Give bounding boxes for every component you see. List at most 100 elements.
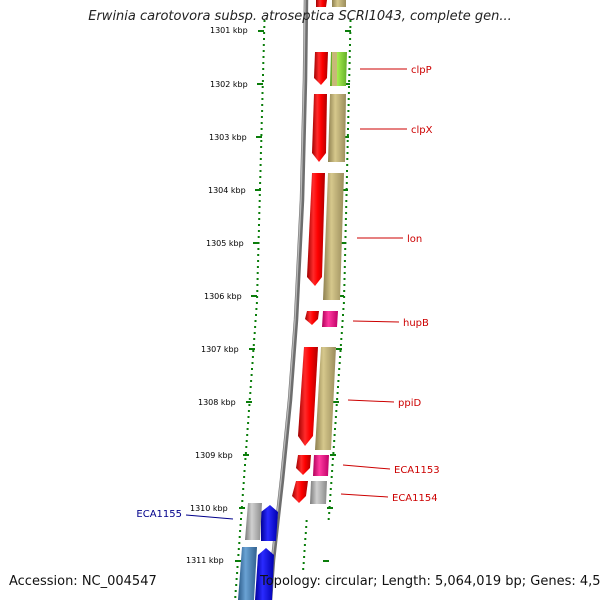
track-dot xyxy=(252,350,255,352)
track-dot xyxy=(259,158,262,160)
track-dot xyxy=(251,356,254,358)
track-dot xyxy=(260,146,263,148)
track-dot xyxy=(342,302,345,304)
ruler-tick-right xyxy=(333,401,339,403)
track-dot xyxy=(237,554,240,556)
track-dot xyxy=(262,44,265,46)
leader-line xyxy=(347,399,395,403)
track-dot xyxy=(332,452,335,454)
gene-arrow-ppiD[interactable] xyxy=(298,347,318,446)
track-dot xyxy=(260,140,263,142)
track-dot xyxy=(348,56,351,58)
track-dot xyxy=(348,50,351,52)
track-dot xyxy=(345,194,348,196)
track-dot xyxy=(349,44,351,46)
gene-arrow-clpP[interactable] xyxy=(314,52,328,85)
track-dot xyxy=(339,344,342,346)
track-dot xyxy=(257,260,260,262)
track-dot xyxy=(343,260,346,262)
gene-arrow[interactable] xyxy=(316,0,327,7)
track-dot xyxy=(261,86,264,88)
gene-arrow-clpX[interactable] xyxy=(312,94,327,162)
gene-label-ECA1155[interactable]: ECA1155 xyxy=(136,509,182,520)
ruler-tick-left xyxy=(258,30,264,32)
gene-label-ECA1153[interactable]: ECA1153 xyxy=(394,465,440,476)
map-title: Erwinia carotovora subsp. atroseptica SC… xyxy=(88,9,512,24)
track-dot xyxy=(262,62,265,64)
track-dot xyxy=(344,236,347,238)
cog-block-ECA1155[interactable] xyxy=(245,503,262,540)
track-dot xyxy=(257,236,260,238)
track-dot xyxy=(250,380,253,382)
gene-label-ppiD[interactable]: ppiD xyxy=(398,398,421,409)
track-dot xyxy=(334,416,337,418)
ruler-label: 1310 kbp xyxy=(190,504,228,513)
cog-block-ppiD[interactable] xyxy=(315,347,336,450)
track-dot xyxy=(258,206,261,208)
gene-arrow[interactable] xyxy=(255,548,274,600)
track-dot xyxy=(334,428,336,430)
track-dot xyxy=(329,500,331,502)
gene-label-clpP[interactable]: clpP xyxy=(411,65,432,76)
ruler-ticks xyxy=(235,30,351,562)
cog-block-lon[interactable] xyxy=(323,173,344,300)
track-dot xyxy=(260,134,263,136)
track-dot xyxy=(260,128,263,130)
leader-line xyxy=(340,493,389,498)
track-dot xyxy=(336,398,339,400)
track-dot xyxy=(243,476,246,478)
track-dot xyxy=(259,170,262,172)
cog-block[interactable] xyxy=(238,547,257,600)
ruler-tick-right xyxy=(343,136,349,138)
gene-arrow-ECA1153[interactable] xyxy=(296,455,311,475)
track-dot xyxy=(242,482,245,484)
ruler-tick-left xyxy=(243,454,249,456)
track-dot xyxy=(259,182,262,184)
cog-block[interactable] xyxy=(332,0,346,7)
gene-arrow-lon[interactable] xyxy=(307,173,325,286)
track-dot xyxy=(254,326,257,328)
gene-arrow-ECA1155[interactable] xyxy=(261,505,278,541)
ruler-label: 1302 kbp xyxy=(210,80,248,89)
track-dot xyxy=(328,512,331,514)
track-dot xyxy=(346,134,349,136)
track-dot xyxy=(256,290,259,292)
track-dot xyxy=(254,320,257,322)
track-dot xyxy=(256,278,259,280)
ruler-label: 1307 kbp xyxy=(201,345,239,354)
track-dot xyxy=(344,254,347,256)
track-dot xyxy=(340,332,343,334)
cog-block-clpX[interactable] xyxy=(328,94,346,162)
track-dot xyxy=(346,164,349,166)
track-dot xyxy=(237,548,240,550)
gene-arrow-hupB[interactable] xyxy=(305,311,319,325)
track-dot xyxy=(247,416,250,418)
cog-block-clpP-accent xyxy=(332,52,337,86)
gene-label-clpX[interactable]: clpX xyxy=(411,125,433,136)
cog-block-hupB[interactable] xyxy=(322,311,338,327)
cog-block-ECA1154[interactable] xyxy=(310,481,327,504)
track-dot xyxy=(348,86,350,88)
track-dot xyxy=(259,164,262,166)
gene-label-hupB[interactable]: hupB xyxy=(403,318,429,329)
track-dot xyxy=(327,518,330,520)
track-dot xyxy=(335,404,338,406)
track-dot xyxy=(242,488,245,490)
gene-arrow-ECA1154[interactable] xyxy=(292,481,308,503)
track-dot xyxy=(236,572,239,574)
gene-label-ECA1154[interactable]: ECA1154 xyxy=(392,493,438,504)
track-dot xyxy=(345,212,348,214)
ruler-label: 1304 kbp xyxy=(208,186,246,195)
track-dot xyxy=(349,32,352,34)
ruler-label: 1311 kbp xyxy=(186,556,224,565)
reverse-gene-track xyxy=(238,503,278,600)
cog-block-ECA1153[interactable] xyxy=(313,455,329,476)
track-dot xyxy=(337,380,340,382)
track-dot xyxy=(346,146,349,148)
ruler-label: 1301 kbp xyxy=(210,26,248,35)
track-dot xyxy=(347,122,350,124)
track-dot xyxy=(344,218,347,220)
gene-label-lon[interactable]: lon xyxy=(407,234,422,245)
track-dot xyxy=(340,338,343,340)
